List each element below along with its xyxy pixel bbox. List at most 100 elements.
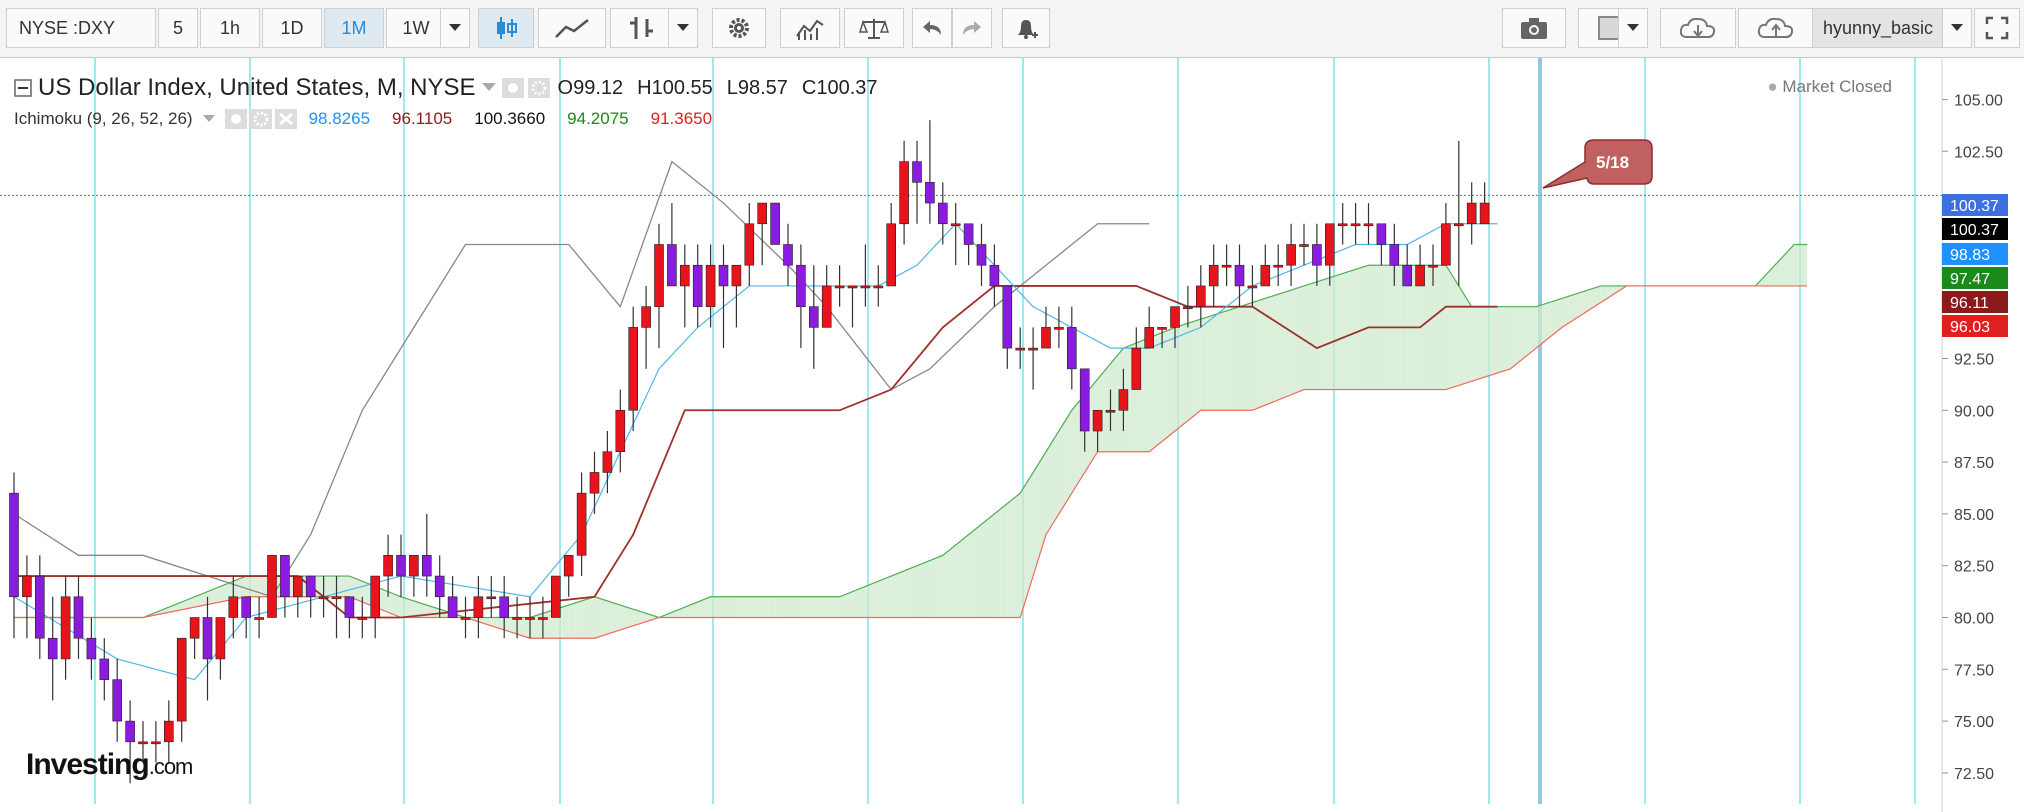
load-chart-button[interactable] (1660, 8, 1736, 48)
user-button[interactable]: hyunny_basic (1812, 8, 1944, 48)
candle-body (1054, 327, 1064, 330)
cloud-segment (201, 591, 208, 606)
candle-body (125, 720, 135, 743)
compare-button[interactable] (610, 8, 672, 48)
cloud-segment (897, 570, 905, 618)
cloud-segment (1104, 363, 1111, 452)
toolbar: NYSE :DXY 5 1h 1D 1M 1W hyunny_bas (0, 0, 2024, 58)
candle-body (1247, 285, 1258, 289)
chevron-down-icon[interactable] (202, 115, 215, 123)
annotation-label: 5/18 (1596, 153, 1629, 172)
cloud-segment (226, 581, 234, 601)
cloud-segment (1465, 296, 1472, 384)
interval-button-1w[interactable]: 1W (386, 8, 446, 48)
indicators-button[interactable] (538, 8, 606, 48)
cloud-segment (846, 591, 853, 618)
y-tick-label: 102.50 (1954, 144, 2003, 161)
cloud-segment (1426, 265, 1433, 390)
fullscreen-button[interactable] (1974, 8, 2020, 48)
cloud-segment (1542, 302, 1550, 343)
redo-button[interactable] (952, 8, 992, 48)
chevron-down-icon[interactable] (481, 83, 496, 93)
cloud-segment (581, 598, 589, 639)
cloud-segment (1484, 306, 1492, 378)
indicator-controls-icon[interactable] (224, 108, 299, 130)
cloud-segment (349, 576, 356, 600)
cloud-segment (162, 607, 169, 614)
interval-dropdown-button[interactable] (440, 8, 470, 48)
candle-style-button[interactable] (478, 8, 534, 48)
cloud-segment (388, 591, 395, 615)
candle-body (267, 555, 277, 618)
candle-body (834, 285, 845, 289)
interval-button-1d[interactable]: 1D (262, 8, 322, 48)
scale-button[interactable] (844, 8, 904, 48)
cloud-segment (768, 596, 776, 618)
candle-body (228, 596, 239, 618)
ohlc-high: H100.55 (637, 76, 713, 99)
interval-button-5[interactable]: 5 (158, 8, 198, 48)
redo-icon (963, 21, 981, 35)
candle-body (151, 741, 161, 745)
cloud-segment (594, 596, 601, 639)
style-dropdown-button[interactable] (668, 8, 698, 48)
cloud-segment (323, 576, 331, 597)
candle-body (318, 596, 329, 600)
candle-body (486, 596, 497, 600)
interval-button-1h[interactable]: 1h (200, 8, 260, 48)
candle-body (615, 409, 626, 453)
symbol-search-button[interactable]: NYSE :DXY (6, 8, 156, 48)
candle-body (409, 555, 419, 577)
cloud-segment (729, 596, 737, 618)
candle-body (718, 264, 729, 287)
candle-body (1015, 347, 1026, 351)
cloud-segment (381, 589, 389, 613)
indicator-value-chikou: 100.3660 (474, 109, 546, 128)
cloud-segment (1207, 314, 1214, 411)
cloud-segment (1342, 271, 1350, 390)
cloud-segment (413, 600, 421, 618)
user-dropdown-button[interactable] (1942, 8, 1972, 48)
cloud-segment (1774, 258, 1782, 286)
cloud-segment (762, 596, 769, 618)
candle-body (1221, 264, 1232, 268)
cloud-segment (736, 596, 743, 618)
studies-button[interactable] (780, 8, 840, 48)
candle-body (1454, 223, 1464, 227)
undo-button[interactable] (912, 8, 952, 48)
cloud-segment (942, 550, 950, 618)
candle-body (473, 596, 484, 618)
candle-body (176, 637, 187, 722)
interval-button-1m[interactable]: 1M (324, 8, 384, 48)
layout-dropdown-button[interactable] (1618, 8, 1648, 48)
cloud-segment (194, 594, 202, 608)
cloud-segment (962, 534, 969, 618)
cloud-segment (1594, 285, 1601, 307)
cloud-segment (607, 600, 614, 635)
cloud-download-icon (1679, 17, 1716, 38)
candle-body (434, 575, 445, 598)
cloud-segment (1239, 304, 1246, 411)
candle-body (47, 637, 58, 660)
save-chart-button[interactable] (1738, 8, 1814, 48)
candle-body (99, 658, 110, 680)
alert-button[interactable] (1002, 8, 1050, 48)
cloud-segment (1510, 306, 1517, 369)
cloud-segment (1278, 292, 1285, 400)
price-label: 98.83 (1950, 247, 1990, 264)
collapse-icon[interactable] (14, 79, 32, 97)
snapshot-button[interactable] (1502, 8, 1566, 48)
settings-button[interactable] (712, 8, 766, 48)
candle-body (937, 202, 948, 225)
cloud-segment (1291, 288, 1298, 395)
eye-settings-icon[interactable] (501, 76, 552, 100)
indicator-value-tenkan: 98.8265 (308, 109, 371, 128)
candle-body (499, 596, 510, 618)
price-chart[interactable]: 105.00102.50100.0097.5095.0092.5090.0087… (0, 58, 2024, 812)
cloud-segment (517, 617, 524, 637)
cloud-segment (1536, 304, 1543, 349)
cloud-segment (1310, 281, 1317, 390)
candle-body (1402, 264, 1412, 287)
price-label-box (1942, 243, 2008, 265)
candle-body (989, 264, 1000, 287)
